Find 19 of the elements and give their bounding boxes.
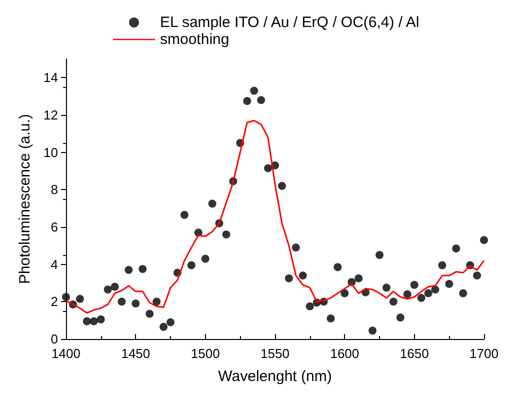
y-tick-label: 14 <box>44 70 58 86</box>
x-tick-label: 1500 <box>190 346 220 361</box>
legend-label: EL sample ITO / Au / ErQ / OC(6,4) / Al <box>160 14 420 31</box>
y-tick-label: 6 <box>50 220 58 234</box>
x-axis-title: Wavelenght (nm) <box>218 368 332 385</box>
x-tick-label: 1450 <box>121 346 150 361</box>
x-tick-label: 1700 <box>470 346 498 361</box>
y-tick-label: 4 <box>50 256 58 272</box>
y-tick-label: 0 <box>50 332 58 346</box>
legend-label: smoothing <box>160 31 230 48</box>
x-tick-label: 1400 <box>52 346 80 361</box>
y-axis-title: Photoluminescence (a.u.) <box>16 114 34 284</box>
y-tick-label: 8 <box>50 182 58 198</box>
y-tick-label: 12 <box>44 108 58 122</box>
y-tick-label: 10 <box>44 144 58 160</box>
x-tick-label: 1600 <box>330 346 360 361</box>
y-tick-label: 2 <box>50 294 58 310</box>
x-tick-label: 1650 <box>400 346 429 361</box>
x-tick-label: 1550 <box>260 346 290 361</box>
